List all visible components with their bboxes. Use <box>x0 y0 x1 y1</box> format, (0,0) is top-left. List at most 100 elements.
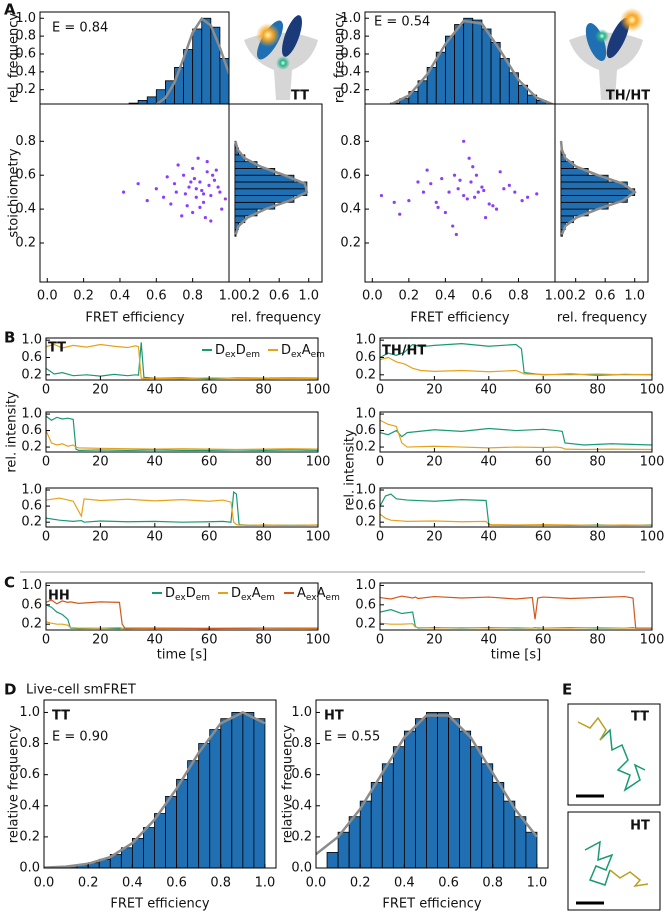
point <box>196 156 200 160</box>
point <box>209 193 213 198</box>
x-tick-label: 20 <box>92 530 109 545</box>
axes-frame <box>315 699 549 869</box>
bar <box>176 778 189 868</box>
y-axis-label: rel. frequency <box>333 13 348 103</box>
point <box>181 173 186 177</box>
bar <box>337 831 350 868</box>
annotation: HT <box>324 709 344 724</box>
bar <box>187 760 200 868</box>
point <box>452 173 457 177</box>
x-tick-label: 0.4 <box>435 289 456 304</box>
point <box>187 185 191 189</box>
trajectory-label: TT <box>631 710 649 725</box>
y-tick-label: 0.6 <box>15 46 36 61</box>
bar <box>415 718 427 868</box>
y-tick-label: 0.4 <box>340 202 361 217</box>
plot-area <box>101 16 229 104</box>
point <box>192 176 197 181</box>
bar <box>370 782 383 868</box>
y-tick-label: 0.2 <box>19 829 40 844</box>
y-tick-label: 0.8 <box>15 29 36 44</box>
point <box>207 183 211 187</box>
trajectory-panel: TT <box>567 703 661 806</box>
x-axis-label: time [s] <box>491 648 541 663</box>
bar <box>359 800 372 868</box>
bar <box>470 746 483 868</box>
x-tick-label: 0 <box>42 530 50 545</box>
trace-line <box>380 609 652 629</box>
x-tick-label: 0.6 <box>269 289 290 304</box>
x-tick-label: 100 <box>306 633 331 648</box>
x-tick-label: 0.0 <box>306 876 327 891</box>
bar <box>198 743 211 868</box>
point <box>476 190 480 194</box>
bar <box>459 730 472 868</box>
x-tick-label: 80 <box>589 383 606 398</box>
axes-frame <box>45 411 319 453</box>
y-tick-label: 0.6 <box>19 767 40 782</box>
x-tick-label: 40 <box>481 455 498 470</box>
point <box>211 173 215 177</box>
x-tick-label: 1.0 <box>255 876 276 891</box>
point <box>212 178 217 182</box>
point <box>176 163 180 167</box>
axes-frame <box>554 103 649 283</box>
trace-line <box>46 430 318 451</box>
legend-label: Dex​Aem​ <box>231 586 275 603</box>
axes-frame <box>45 487 319 528</box>
bar <box>231 712 244 868</box>
y-tick-label: 0.2 <box>291 829 312 844</box>
axes-frame <box>45 582 319 631</box>
point <box>209 219 213 223</box>
point <box>191 210 195 215</box>
bar <box>146 96 157 104</box>
x-tick-label: 0.4 <box>122 876 143 891</box>
bar <box>503 800 516 868</box>
y-axis-label: rel. intensity <box>343 429 358 511</box>
axes-frame <box>39 103 230 283</box>
trace-line <box>46 490 318 526</box>
trace-line <box>46 343 318 380</box>
point <box>507 183 511 187</box>
point <box>216 185 220 189</box>
x-tick-label: 40 <box>481 383 498 398</box>
molecule-icon <box>244 15 318 100</box>
trace-line <box>380 356 652 376</box>
x-tick-label: 0.2 <box>399 289 420 304</box>
y-tick-label: 0.2 <box>355 367 376 382</box>
bar <box>426 712 438 868</box>
axes-frame <box>379 582 653 631</box>
plot-area <box>380 595 652 629</box>
point <box>483 215 488 220</box>
x-tick-label: 60 <box>201 633 218 648</box>
legend-label: Aex​Aem​ <box>297 586 340 603</box>
y-tick-label: 0.2 <box>15 82 36 97</box>
point <box>482 188 486 193</box>
plot-area <box>121 156 227 223</box>
bar <box>253 718 266 868</box>
point <box>201 192 206 196</box>
y-tick-label: 0.2 <box>340 82 361 97</box>
point <box>191 166 195 171</box>
point <box>416 180 420 184</box>
x-tick-label: 80 <box>589 455 606 470</box>
panel-title: Live-cell smFRET <box>26 683 136 698</box>
bar <box>472 19 483 104</box>
fit-curve <box>559 141 637 236</box>
point <box>443 210 447 215</box>
y-tick-label: 0.8 <box>15 134 36 149</box>
y-axis-label: rel. frequency <box>7 13 22 103</box>
point <box>471 165 475 169</box>
y-tick-label: 1.0 <box>355 578 376 593</box>
point <box>473 195 477 199</box>
y-tick-label: 1.0 <box>21 407 42 422</box>
x-tick-label: 100 <box>640 455 664 470</box>
point <box>458 178 462 182</box>
x-tick-label: 1.0 <box>545 289 566 304</box>
point <box>462 139 466 143</box>
bar <box>242 712 255 868</box>
bar <box>143 827 155 868</box>
trace-line <box>380 427 652 446</box>
